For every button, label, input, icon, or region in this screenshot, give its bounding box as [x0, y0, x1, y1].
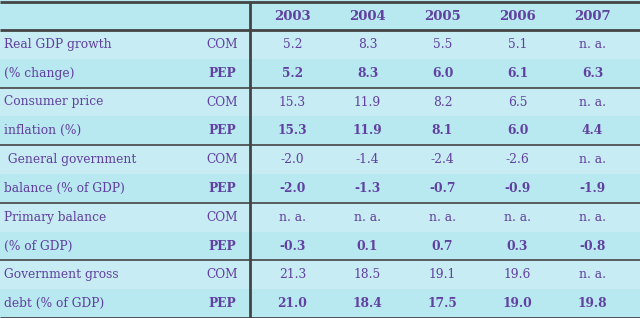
Text: 0.1: 0.1	[357, 239, 378, 252]
Text: n. a.: n. a.	[504, 211, 531, 224]
Text: Real GDP growth: Real GDP growth	[4, 38, 111, 51]
Text: -2.4: -2.4	[431, 153, 454, 166]
Bar	[0, 174, 640, 203]
Text: 2004: 2004	[349, 10, 386, 23]
Text: 5.2: 5.2	[283, 38, 302, 51]
Text: 0.3: 0.3	[507, 239, 528, 252]
Text: n. a.: n. a.	[579, 268, 606, 281]
Text: Consumer price: Consumer price	[4, 95, 104, 108]
Text: 11.9: 11.9	[354, 95, 381, 108]
Text: 8.1: 8.1	[432, 124, 453, 137]
Text: 19.8: 19.8	[578, 297, 607, 310]
Text: n. a.: n. a.	[279, 211, 306, 224]
Bar	[0, 203, 640, 232]
Text: 11.9: 11.9	[353, 124, 382, 137]
Text: n. a.: n. a.	[429, 211, 456, 224]
Text: 6.5: 6.5	[508, 95, 527, 108]
Text: 6.0: 6.0	[507, 124, 528, 137]
Text: -0.7: -0.7	[429, 182, 456, 195]
Bar	[0, 232, 640, 260]
Text: -2.0: -2.0	[281, 153, 304, 166]
Text: 6.0: 6.0	[432, 67, 453, 80]
Text: 0.7: 0.7	[432, 239, 453, 252]
Text: 2006: 2006	[499, 10, 536, 23]
Text: 19.6: 19.6	[504, 268, 531, 281]
Text: inflation (%): inflation (%)	[4, 124, 81, 137]
Text: 18.5: 18.5	[354, 268, 381, 281]
Text: 17.5: 17.5	[428, 297, 458, 310]
Text: n. a.: n. a.	[354, 211, 381, 224]
Text: 5.2: 5.2	[282, 67, 303, 80]
Text: 2005: 2005	[424, 10, 461, 23]
Text: 21.3: 21.3	[279, 268, 306, 281]
Text: COM: COM	[206, 95, 238, 108]
Text: 15.3: 15.3	[279, 95, 306, 108]
Bar	[0, 260, 640, 289]
Text: 2003: 2003	[274, 10, 311, 23]
Text: 6.3: 6.3	[582, 67, 603, 80]
Text: -1.4: -1.4	[356, 153, 380, 166]
Text: -2.0: -2.0	[279, 182, 306, 195]
Text: COM: COM	[206, 211, 238, 224]
Text: COM: COM	[206, 153, 238, 166]
Text: COM: COM	[206, 38, 238, 51]
Text: PEP: PEP	[208, 239, 236, 252]
Bar	[0, 145, 640, 174]
Text: 6.1: 6.1	[507, 67, 528, 80]
Text: 4.4: 4.4	[582, 124, 603, 137]
Text: General government: General government	[4, 153, 136, 166]
Text: 2007: 2007	[574, 10, 611, 23]
Text: 8.3: 8.3	[358, 38, 377, 51]
Text: 5.1: 5.1	[508, 38, 527, 51]
Text: PEP: PEP	[208, 124, 236, 137]
Text: -1.3: -1.3	[355, 182, 381, 195]
Text: 8.3: 8.3	[357, 67, 378, 80]
Text: n. a.: n. a.	[579, 38, 606, 51]
Text: -2.6: -2.6	[506, 153, 529, 166]
Text: n. a.: n. a.	[579, 211, 606, 224]
Text: -0.9: -0.9	[504, 182, 531, 195]
Text: balance (% of GDP): balance (% of GDP)	[4, 182, 125, 195]
Text: 19.0: 19.0	[502, 297, 532, 310]
Text: -0.8: -0.8	[579, 239, 605, 252]
Text: COM: COM	[206, 268, 238, 281]
Text: PEP: PEP	[208, 297, 236, 310]
Text: PEP: PEP	[208, 182, 236, 195]
Text: (% change): (% change)	[4, 67, 74, 80]
Bar	[0, 59, 640, 87]
Bar	[0, 116, 640, 145]
Text: n. a.: n. a.	[579, 153, 606, 166]
Text: 19.1: 19.1	[429, 268, 456, 281]
Bar	[0, 87, 640, 116]
Text: -0.3: -0.3	[279, 239, 306, 252]
Text: 21.0: 21.0	[278, 297, 307, 310]
Text: -1.9: -1.9	[579, 182, 605, 195]
Text: n. a.: n. a.	[579, 95, 606, 108]
Text: (% of GDP): (% of GDP)	[4, 239, 72, 252]
Text: Primary balance: Primary balance	[4, 211, 106, 224]
Text: PEP: PEP	[208, 67, 236, 80]
Text: Government gross: Government gross	[4, 268, 118, 281]
Text: debt (% of GDP): debt (% of GDP)	[4, 297, 104, 310]
Text: 5.5: 5.5	[433, 38, 452, 51]
Text: 8.2: 8.2	[433, 95, 452, 108]
Bar	[0, 289, 640, 318]
Bar	[0, 30, 640, 59]
Text: 18.4: 18.4	[353, 297, 382, 310]
Text: 15.3: 15.3	[278, 124, 307, 137]
